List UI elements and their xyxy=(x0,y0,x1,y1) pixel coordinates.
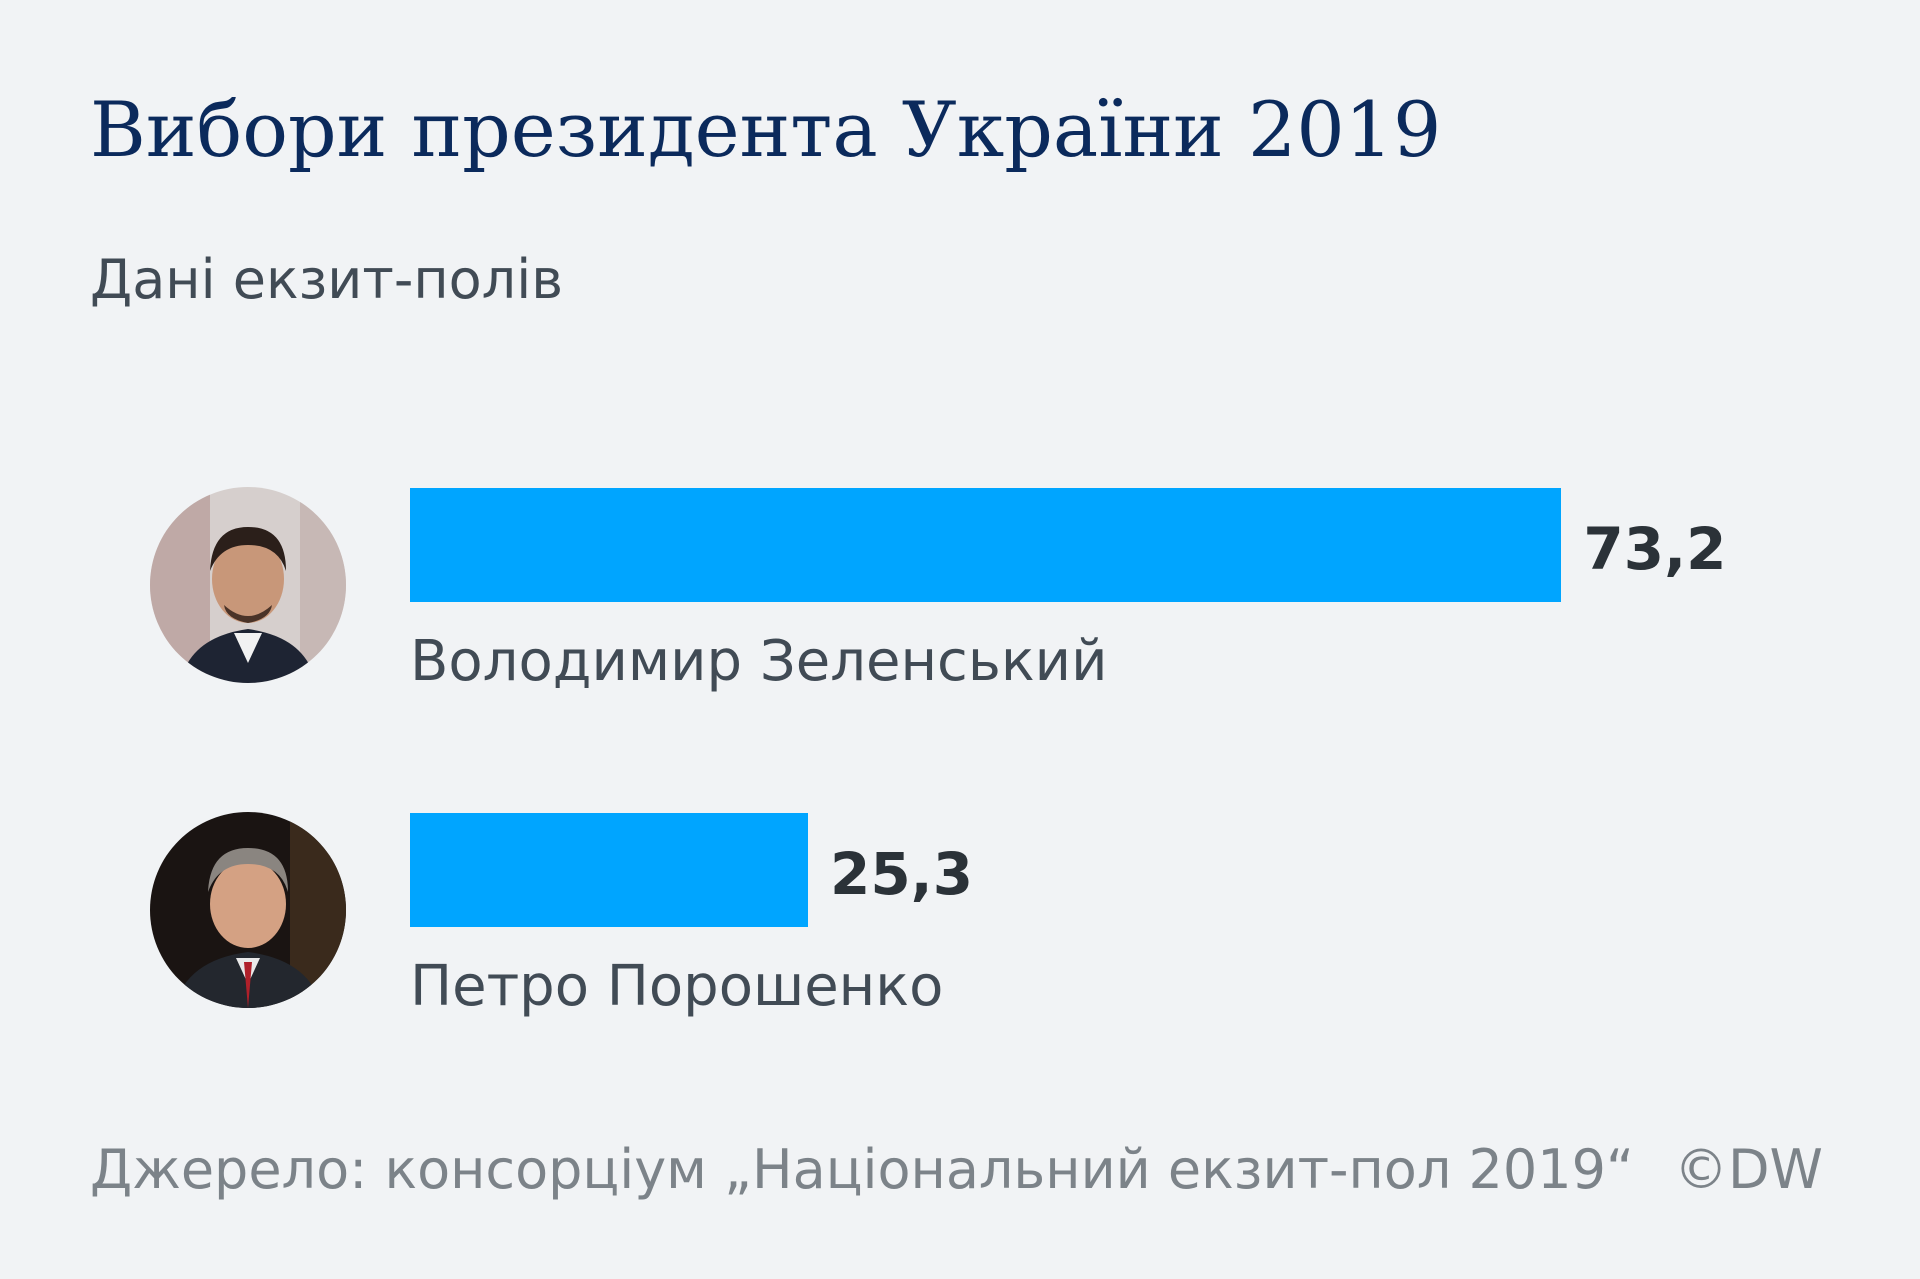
bar-1 xyxy=(410,488,1562,602)
copyright-text: ©DW xyxy=(1673,1138,1823,1201)
chart-subtitle: Дані екзит-полів xyxy=(90,248,564,311)
source-footer: Джерело: консорціум „Національний екзит-… xyxy=(90,1140,1823,1199)
value-label-2: 25,3 xyxy=(829,840,974,908)
source-text: Джерело: консорціум „Національний екзит-… xyxy=(90,1138,1634,1201)
avatar-zelensky-icon xyxy=(150,487,346,683)
category-label-1: Володимир Зеленський xyxy=(410,629,1108,694)
bar-2 xyxy=(410,813,808,927)
value-label-1: 73,2 xyxy=(1583,515,1727,583)
bar-chart: 73,2 Володимир Зеленський 25,3 Петро Пороше… xyxy=(0,440,1920,1040)
category-label-2: Петро Порошенко xyxy=(410,954,944,1019)
avatar-poroshenko-icon xyxy=(150,812,346,1008)
chart-title: Вибори президента України 2019 xyxy=(90,85,1442,174)
